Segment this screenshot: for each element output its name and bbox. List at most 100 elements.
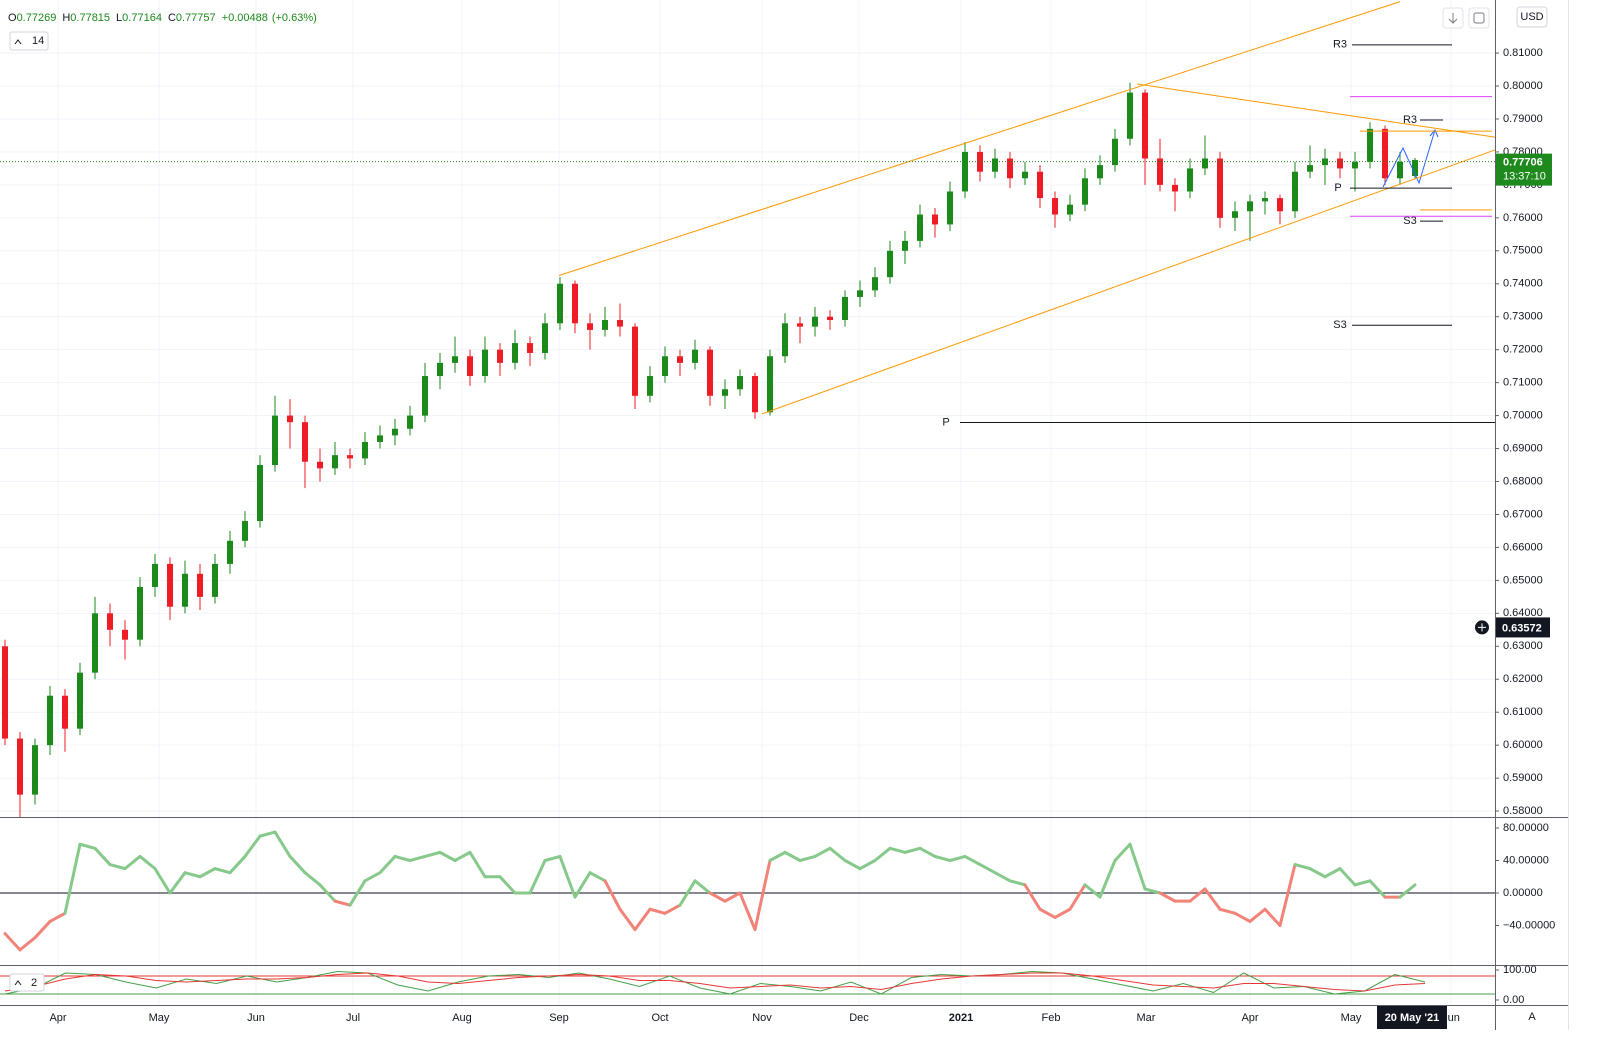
ohlc-legend: O0.77269 H0.77815 L0.77164 C0.77757 +0.00488…	[8, 12, 317, 24]
oscillator-segment	[1098, 858, 1117, 899]
oscillator-segment	[1338, 867, 1357, 887]
oscillator-segment	[693, 879, 712, 895]
candle-body	[407, 415, 413, 429]
oscillator-segment	[243, 834, 262, 858]
crosshair-date-label: 20 May '21	[1385, 1012, 1440, 1024]
candle-body	[1082, 178, 1088, 205]
indicator-label: 2	[31, 977, 37, 989]
candle-body	[1352, 161, 1358, 169]
oscillator-segment	[558, 854, 577, 899]
trend-line	[558, 1, 1401, 276]
chevron	[14, 39, 22, 45]
candle-body	[242, 521, 248, 541]
candle-body	[1127, 92, 1133, 139]
candle-body	[62, 695, 68, 729]
oscillator-segment	[1368, 879, 1387, 899]
candle-body	[722, 389, 728, 396]
candle-body	[617, 320, 623, 327]
oscillator-segment	[273, 830, 292, 858]
candle-body	[1412, 159, 1418, 177]
crosshair-price-box	[1496, 617, 1550, 638]
oscillator-segment	[138, 854, 157, 871]
oscillator-segment	[318, 883, 337, 903]
oscillator-segment	[543, 854, 562, 862]
candle-body	[122, 629, 128, 640]
y-tick-label: 0.68000	[1503, 475, 1543, 487]
oscillator-segment	[873, 846, 892, 862]
indicator-box[interactable]	[9, 31, 49, 51]
candle-body	[1052, 198, 1058, 215]
y-tick-label: 80.00000	[1503, 822, 1549, 834]
oscillator-segment	[1143, 887, 1162, 895]
oscillator-segment	[1233, 911, 1252, 923]
candle-body	[497, 349, 503, 363]
candle-body	[1322, 158, 1328, 166]
y-tick-label: 0.67000	[1503, 508, 1543, 520]
trend-line	[1136, 83, 1496, 138]
candle-body	[1037, 171, 1043, 199]
y-tick-label: 0.73000	[1503, 311, 1543, 323]
auto-scale-button[interactable]	[1520, 1006, 1544, 1028]
candle-body	[962, 151, 968, 192]
oscillator-segment	[303, 871, 322, 887]
oscillator-segment	[1023, 883, 1042, 911]
candle-body	[107, 613, 113, 630]
y-tick-label: 0.00	[1503, 994, 1524, 1006]
candle-body	[347, 455, 353, 459]
x-tick-label: Mar	[1137, 1012, 1156, 1024]
indicator-box[interactable]	[9, 973, 45, 992]
oscillator-segment	[678, 879, 697, 907]
projection-arrow	[1382, 129, 1436, 188]
candle-body	[1217, 158, 1223, 218]
candle-body	[737, 376, 743, 390]
oscillator-segment	[333, 899, 352, 907]
oscillator-segment	[498, 875, 517, 895]
candle-body	[992, 158, 998, 172]
candle-body	[257, 465, 263, 522]
oscillator-segment	[18, 936, 37, 952]
marks	[2, 82, 1426, 995]
candle-body	[317, 461, 323, 469]
candle-body	[467, 356, 473, 377]
currency-button[interactable]	[1516, 6, 1548, 28]
candle-body	[1142, 92, 1148, 159]
oscillator-segment	[768, 850, 787, 862]
candle-body	[1022, 171, 1028, 179]
candle-body	[947, 191, 953, 225]
candle-body	[1367, 128, 1373, 162]
oscillator-segment	[903, 846, 922, 854]
y-tick-label: 0.71000	[1503, 377, 1543, 389]
down-icon	[1448, 13, 1458, 24]
oscillator-segment	[1263, 907, 1282, 928]
y-tick-label: 0.64000	[1503, 607, 1543, 619]
x-tick-label: Jun	[247, 1012, 265, 1024]
oscillator-segment	[588, 871, 607, 883]
oscillator-segment	[93, 846, 112, 867]
crosshair-price-label: 0.63572	[1502, 622, 1542, 634]
oscillator-segment	[183, 871, 202, 879]
legend-key: H	[62, 12, 70, 24]
candle-body	[227, 540, 233, 564]
maximize-button[interactable]	[1468, 7, 1490, 29]
candle-body	[1277, 198, 1283, 212]
oscillator-segment	[1353, 879, 1372, 887]
candle-body	[557, 283, 563, 324]
currency-label: USD	[1520, 11, 1543, 23]
x-tick-label: Jul	[346, 1012, 360, 1024]
y-tick-label: 0.65000	[1503, 574, 1543, 586]
candle-body	[587, 323, 593, 330]
oscillator-segment	[1248, 907, 1267, 923]
legend-value: 0.77815	[70, 12, 110, 24]
oscillator-segment	[1203, 887, 1222, 911]
y-tick-label: 0.63000	[1503, 640, 1543, 652]
grid	[0, 0, 1495, 1005]
chevron	[14, 980, 22, 986]
y-tick-label: 0.76000	[1503, 212, 1543, 224]
x-tick-label: 2021	[949, 1012, 973, 1024]
oscillator-segment	[123, 854, 142, 871]
candle-body	[677, 356, 683, 363]
oscillator-segment	[48, 911, 67, 923]
candle-body	[977, 151, 983, 172]
arrow-head	[1429, 129, 1439, 138]
y-tick-label: 0.80000	[1503, 80, 1543, 92]
